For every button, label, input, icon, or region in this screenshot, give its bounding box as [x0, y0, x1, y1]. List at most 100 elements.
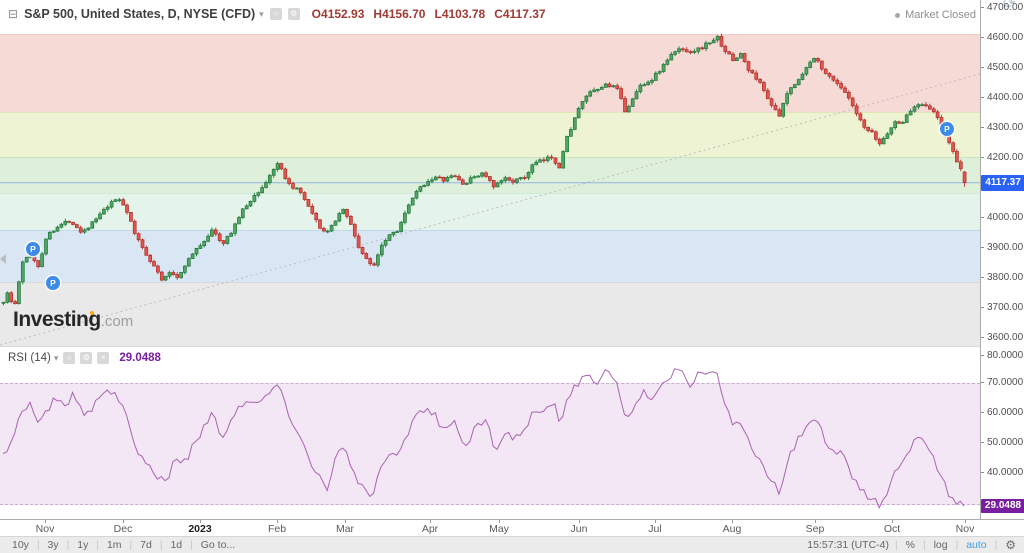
time-axis-label[interactable]: May	[489, 523, 509, 535]
price-axis-label: 4400.00	[981, 92, 1024, 104]
time-axis-label[interactable]: Jul	[648, 523, 662, 535]
price-axis-label: 4200.00	[981, 152, 1024, 164]
pivot-marker[interactable]: P	[940, 122, 954, 136]
pivot-marker[interactable]: P	[26, 242, 40, 256]
price-pane[interactable]: ⊟ S&P 500, United States, D, NYSE (CFD) …	[0, 0, 980, 347]
clock-label[interactable]: 15:57:31 (UTC-4)	[807, 539, 889, 551]
candlestick-chart[interactable]	[0, 0, 980, 346]
rsi-axis-label: 50.0000	[981, 437, 1024, 449]
auto-scale-button[interactable]: auto	[966, 539, 987, 551]
investing-logo-suffix: .com	[100, 313, 134, 330]
rsi-settings-button[interactable]: ⚙	[80, 352, 93, 364]
range-button-1y[interactable]: 1y	[77, 539, 89, 551]
price-axis-label: 3600.00	[981, 332, 1024, 344]
time-axis-label[interactable]: 2023	[188, 523, 212, 535]
toolbar-separator: |	[190, 539, 193, 551]
time-axis-tick	[123, 520, 124, 523]
percent-scale-button[interactable]: %	[905, 539, 915, 551]
market-status: Market Closed	[895, 9, 976, 21]
price-axis-label: 4500.00	[981, 62, 1024, 74]
symbol-settings-button[interactable]: ⚙	[287, 8, 300, 20]
rsi-close-button[interactable]: ×	[97, 352, 110, 364]
time-axis-tick	[815, 520, 816, 523]
range-buttons: 10y | 3y | 1y | 1m | 7d | 1d | Go to...	[10, 537, 237, 553]
range-button-7d[interactable]: 7d	[140, 539, 152, 551]
price-axis-label: 4300.00	[981, 122, 1024, 134]
range-button-1m[interactable]: 1m	[106, 539, 122, 551]
settings-gear-icon[interactable]: ⚙	[1005, 538, 1016, 552]
range-button-10y[interactable]: 10y	[12, 539, 29, 551]
market-status-dot-icon	[895, 12, 901, 18]
collapse-pane-icon[interactable]: ⊟	[8, 7, 19, 21]
rsi-line-chart[interactable]	[0, 347, 980, 519]
refresh-icon[interactable]: ⟳	[1003, 0, 1016, 12]
toolbar-separator: |	[36, 539, 40, 551]
ohlc-values: O4152.93 H4156.70 L4103.78 C4117.37	[312, 7, 546, 21]
trendline	[0, 73, 980, 346]
rsi-label[interactable]: RSI (14)	[8, 352, 51, 364]
price-zone	[0, 111, 980, 159]
chevron-down-icon[interactable]: ▾	[259, 8, 264, 19]
rsi-line	[2, 368, 965, 510]
ohlc-l: L4103.78	[434, 7, 486, 21]
time-axis-label[interactable]: Nov	[955, 523, 975, 535]
rsi-axis-label: 70.0000	[981, 377, 1024, 389]
time-axis[interactable]: Nov Dec 2023 Feb Mar Apr May Jun Jul Aug Sep Oct Nov	[0, 519, 1024, 536]
price-axis-label: 3800.00	[981, 272, 1024, 284]
goto-button[interactable]: Go to...	[200, 539, 236, 551]
time-axis-label[interactable]: Apr	[421, 523, 439, 535]
toolbar-separator: |	[96, 539, 99, 551]
range-button-3y[interactable]: 3y	[47, 539, 59, 551]
bottom-toolbar: 10y | 3y | 1y | 1m | 7d | 1d | Go to... 15:57:31 (UT…	[0, 536, 1024, 553]
price-zone	[0, 230, 980, 284]
rsi-axis-label: 60.0000	[981, 407, 1024, 419]
time-axis-tick	[732, 520, 733, 523]
time-axis-tick	[965, 520, 966, 523]
investing-logo: Investing.com	[13, 308, 133, 332]
price-zone	[0, 34, 980, 113]
time-axis-tick	[892, 520, 893, 523]
time-axis-label[interactable]: Nov	[35, 523, 55, 535]
ohlc-o: O4152.93	[311, 7, 365, 21]
rsi-header: RSI (14) ▾ ○ ⚙ × 29.0488	[8, 352, 161, 364]
rsi-visibility-button[interactable]: ○	[63, 352, 76, 364]
price-axis-label: 4600.00	[981, 32, 1024, 44]
rsi-value: 29.0488	[119, 352, 161, 364]
time-axis-label[interactable]: Oct	[883, 523, 901, 535]
rsi-chevron-down-icon[interactable]: ▾	[53, 352, 59, 363]
price-axis[interactable]: ⟳ 4700.00 4600.00 4500.00 4400.00 4300.00 420…	[980, 0, 1024, 519]
time-axis-label[interactable]: Dec	[113, 523, 133, 535]
pivot-marker[interactable]: P	[46, 276, 60, 290]
ohlc-h: H4156.70	[373, 7, 426, 21]
rsi-value-badge: 29.0488	[981, 499, 1024, 514]
symbol-visibility-button[interactable]: ○	[269, 8, 282, 20]
price-axis-label: 4700.00	[981, 2, 1024, 14]
market-status-label: Market Closed	[905, 9, 976, 21]
time-axis-tick	[499, 520, 500, 523]
symbol-title[interactable]: S&P 500, United States, D, NYSE (CFD)	[24, 7, 256, 21]
time-axis-tick	[655, 520, 656, 523]
time-axis-tick	[345, 520, 346, 523]
rsi-pane[interactable]: RSI (14) ▾ ○ ⚙ × 29.0488	[0, 347, 980, 519]
ohlc-c: C4117.37	[494, 7, 546, 21]
price-zone	[0, 157, 980, 194]
toolbar-separator: |	[66, 539, 70, 551]
scroll-left-icon[interactable]	[0, 254, 6, 264]
time-axis-label[interactable]: Aug	[722, 523, 742, 535]
price-zone	[0, 282, 980, 346]
range-button-1d[interactable]: 1d	[170, 539, 183, 551]
symbol-header: ⊟ S&P 500, United States, D, NYSE (CFD) …	[8, 7, 546, 21]
log-scale-button[interactable]: log	[933, 539, 948, 551]
price-axis-label: 3900.00	[981, 242, 1024, 254]
time-axis-label[interactable]: Jun	[570, 523, 588, 535]
time-axis-tick	[430, 520, 431, 523]
investing-logo-text: Investing	[13, 308, 101, 331]
time-axis-tick	[200, 520, 201, 523]
time-axis-label[interactable]: Sep	[805, 523, 825, 535]
time-axis-tick	[45, 520, 46, 523]
rsi-overbought-oversold-band	[0, 383, 980, 505]
time-axis-label[interactable]: Feb	[267, 523, 287, 535]
toolbar-right: 15:57:31 (UTC-4) | % | log | auto | ⚙	[807, 538, 1016, 552]
time-axis-label[interactable]: Mar	[335, 523, 355, 535]
